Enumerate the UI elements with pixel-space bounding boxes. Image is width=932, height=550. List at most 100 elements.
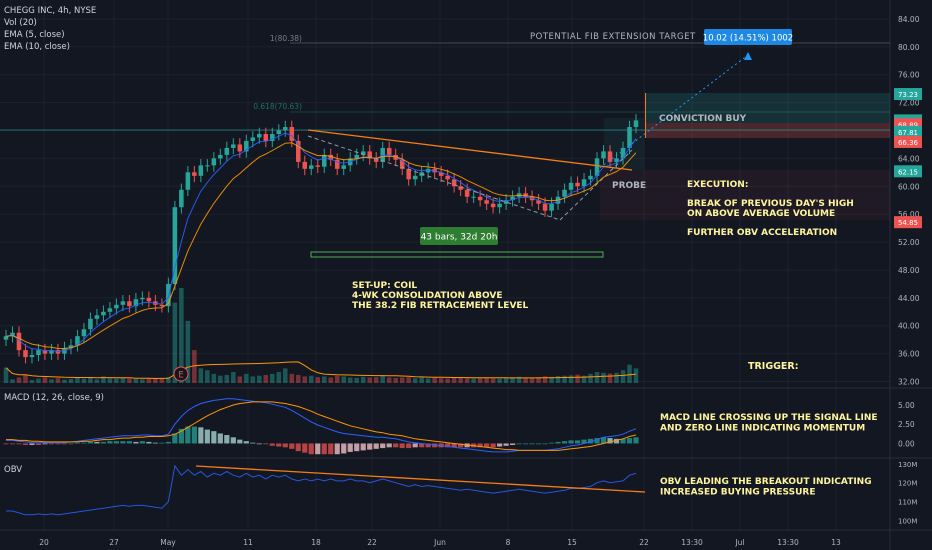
candle-body: [42, 350, 48, 354]
volume-bar: [328, 377, 334, 383]
candle-body: [523, 193, 528, 197]
conviction-buy-label: CONVICTION BUY: [659, 114, 747, 124]
volume-bar: [497, 378, 502, 383]
volume-bar: [16, 377, 22, 383]
candle-body: [497, 203, 502, 208]
macd-histogram-bar: [263, 443, 269, 445]
volume-bar: [42, 377, 48, 383]
volume-bar: [341, 376, 347, 383]
ema-lines: [5, 132, 637, 353]
macd-histogram-bar: [211, 431, 217, 444]
target-zone[interactable]: [645, 93, 890, 123]
descending-trendline[interactable]: [307, 129, 633, 171]
volume-bar: [185, 320, 191, 383]
volume-bar: [412, 378, 418, 383]
ema5-legend[interactable]: EMA (5, close): [4, 30, 65, 40]
consolidation-dashed-line[interactable]: [307, 135, 561, 221]
candle-body: [367, 151, 372, 159]
candle-body: [607, 151, 613, 162]
obv-legend[interactable]: OBV: [4, 465, 22, 475]
price-tag-label: 73.23: [898, 91, 918, 99]
candle-body: [438, 172, 444, 176]
candle-body: [166, 283, 171, 307]
candle-body: [458, 186, 463, 190]
macd-histogram-bar: [308, 443, 314, 455]
volume-bar: [49, 379, 54, 383]
ema10-legend[interactable]: EMA (10, close): [4, 42, 70, 52]
volume-bar: [36, 378, 41, 383]
volume-bar: [250, 376, 256, 383]
volume-bar: [334, 375, 340, 383]
macd-histogram-bar: [22, 443, 29, 445]
macd-histogram-bar: [185, 426, 191, 444]
price-axis[interactable]: 84.0080.0076.0072.0068.0064.0060.0056.00…: [898, 15, 920, 387]
candle-body: [451, 179, 457, 187]
volume-bar: [360, 376, 366, 383]
obv-tick-label: 120M: [898, 480, 917, 488]
macd-histogram-bar: [399, 443, 405, 449]
candle-body: [120, 301, 126, 305]
candle-body: [211, 158, 217, 166]
note-line: EXECUTION:: [687, 180, 748, 190]
volume-bar: [464, 378, 470, 383]
earnings-marker[interactable]: [173, 366, 189, 382]
target-projection-line[interactable]: [599, 54, 749, 169]
candle-body: [257, 133, 262, 138]
vol-legend[interactable]: Vol (20): [4, 18, 37, 28]
candle-body: [283, 127, 288, 131]
volume-bar: [308, 375, 314, 383]
candle-body: [562, 189, 567, 197]
macd-legend[interactable]: MACD (12, 26, close, 9): [4, 393, 104, 403]
volume-bar: [120, 377, 126, 383]
macd-histogram-bar: [477, 443, 483, 448]
volume-bar: [458, 377, 463, 383]
volume-bar: [367, 377, 372, 383]
candle-body: [133, 299, 139, 307]
volume-bar: [399, 377, 405, 383]
volume-bar: [627, 364, 632, 383]
candle-body: [295, 140, 301, 162]
macd-histogram-bar: [146, 441, 152, 444]
price-tick-label: 48.00: [898, 266, 920, 275]
note-line: INCREASED BUYING PRESSURE: [660, 488, 815, 498]
volume-bar: [153, 377, 158, 383]
target-price-box[interactable]: [704, 29, 792, 45]
price-tick-label: 52.00: [898, 238, 920, 247]
execution-note: EXECUTION: BREAK OF PREVIOUS DAY'S HIGHON…: [687, 180, 854, 238]
time-tick-label: 13: [831, 538, 841, 547]
macd-histogram-bar: [282, 443, 288, 448]
volume-bar: [601, 372, 606, 383]
candle-body: [36, 350, 41, 356]
macd-histogram-bar: [561, 441, 568, 444]
macd-histogram-bar: [503, 443, 509, 446]
volume-bar: [276, 372, 282, 383]
candle-body: [107, 308, 113, 312]
volume-bar: [3, 367, 9, 383]
candle-body: [179, 189, 184, 208]
candle-body: [94, 315, 100, 319]
macd-histogram-bar: [113, 441, 120, 444]
price-tick-label: 40.00: [898, 322, 920, 331]
macd-histogram-bar: [360, 443, 366, 451]
macd-histogram-bar: [139, 441, 145, 444]
macd-histogram-bar: [48, 443, 55, 445]
breakout-dashed-line[interactable]: [559, 149, 633, 221]
volume-bar: [347, 377, 353, 383]
macd-histogram-bar: [334, 443, 340, 455]
symbol-title[interactable]: CHEGG INC, 4h, NYSE: [4, 6, 96, 16]
volume-bar: [568, 375, 574, 383]
candle-body: [399, 159, 405, 169]
obv-trendline[interactable]: [195, 465, 646, 493]
bars-count-box[interactable]: [420, 227, 498, 245]
time-axis[interactable]: 20 27 May 11 18 22 Jun 8 15 22 13:30 Jul 13:30 13: [39, 538, 841, 547]
volume-bar: [373, 377, 379, 383]
range-measure[interactable]: [310, 251, 604, 258]
macd-histogram-bar: [217, 433, 223, 444]
macd-histogram-bar: [607, 438, 613, 444]
fib-0618-label: 0.618(70.63): [253, 102, 302, 111]
volume-bar: [315, 377, 321, 383]
volume-bar: [614, 372, 619, 383]
price-tick-label: 44.00: [898, 294, 920, 303]
macd-histogram-bar: [321, 443, 327, 455]
